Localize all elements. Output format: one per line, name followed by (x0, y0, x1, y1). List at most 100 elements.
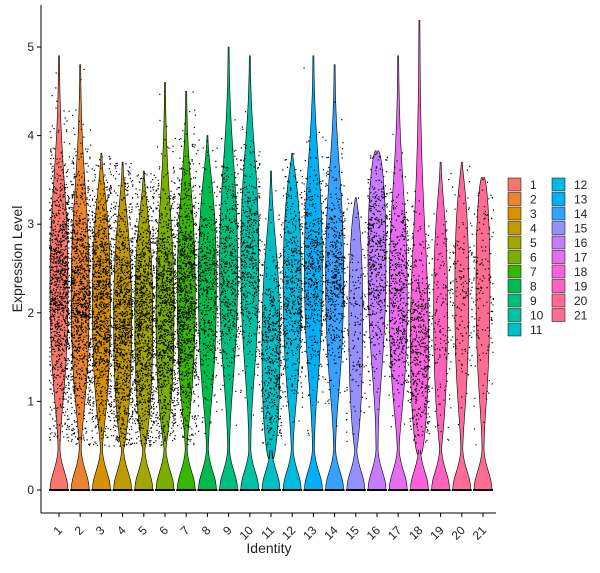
y-tick-label: 3 (27, 217, 34, 231)
legend-label: 8 (530, 280, 537, 294)
violin-3 (92, 153, 111, 491)
jitter-points-16 (367, 153, 389, 410)
x-tick-label: 2 (72, 523, 87, 538)
x-tick-label: 7 (178, 523, 193, 538)
x-tick-label: 19 (427, 523, 447, 543)
legend-item-16: 16 (551, 235, 588, 250)
violin-group-4 (112, 161, 134, 491)
legend-item-20: 20 (551, 293, 588, 308)
violin-group-15 (345, 197, 367, 491)
violin-group-17 (388, 55, 410, 491)
violin-8 (198, 135, 217, 491)
x-tick-label: 18 (406, 523, 426, 543)
violin-group-13 (303, 55, 325, 491)
plot-area (49, 20, 495, 491)
jitter-points-5 (133, 172, 155, 447)
jitter-points-3 (91, 155, 113, 447)
jitter-points-7 (176, 91, 198, 446)
x-axis-ticks: 1 2 3 4 5 6 7 8 9 10 11 12 13 14 15 16 17 18 19 20 21 (50, 513, 489, 543)
legend-item-2: 2 (507, 192, 537, 207)
legend-label: 17 (574, 251, 588, 265)
legend-item-18: 18 (551, 264, 588, 279)
legend-item-21: 21 (551, 308, 588, 323)
legend-swatch (507, 322, 522, 337)
violin-group-16 (367, 150, 389, 491)
violin-16 (367, 150, 387, 491)
x-tick-label: 14 (321, 523, 341, 543)
legend-swatch (507, 221, 522, 235)
legend-item-15: 15 (551, 221, 588, 236)
legend-item-5: 5 (507, 235, 537, 250)
x-tick-label: 6 (156, 523, 171, 538)
legend-swatch (507, 279, 522, 293)
violin-group-1 (49, 55, 71, 491)
legend-item-10: 10 (507, 308, 544, 323)
y-tick-label: 5 (27, 40, 34, 54)
x-tick-label: 5 (135, 523, 150, 538)
y-tick-label: 0 (27, 483, 34, 497)
jitter-points-2 (70, 68, 92, 446)
x-tick-label: 8 (199, 523, 214, 538)
x-tick-label: 3 (93, 523, 108, 538)
legend-swatch (551, 235, 566, 250)
violin-group-14 (324, 64, 346, 491)
legend-label: 7 (530, 265, 537, 279)
legend-swatch (551, 206, 566, 221)
violin-17 (388, 55, 408, 491)
legend-swatch (551, 293, 566, 308)
x-tick-label: 17 (385, 523, 405, 543)
violin-group-18 (409, 20, 431, 491)
x-tick-label: 15 (343, 523, 363, 543)
violin-group-5 (133, 170, 155, 491)
violin-18 (410, 20, 429, 491)
legend-item-17: 17 (551, 250, 588, 265)
legend-item-13: 13 (551, 192, 588, 207)
legend-label: 11 (530, 323, 543, 337)
y-tick-label: 2 (27, 306, 34, 320)
violin-9 (219, 46, 238, 491)
legend-item-9: 9 (507, 293, 537, 308)
violin-group-10 (239, 55, 261, 491)
violin-15 (346, 197, 366, 491)
legend-item-6: 6 (507, 250, 537, 265)
y-tick-label: 4 (27, 129, 34, 143)
legend-item-11: 11 (507, 322, 543, 337)
x-tick-label: 1 (50, 523, 65, 538)
legend-item-1: 1 (507, 177, 537, 192)
legend-label: 1 (530, 178, 537, 192)
y-axis-ticks: 0 1 2 3 4 5 (27, 40, 41, 497)
legend-item-19: 19 (551, 279, 588, 294)
jitter-points-19 (431, 172, 452, 441)
x-tick-label: 21 (470, 523, 490, 543)
legend-item-8: 8 (507, 279, 537, 294)
jitter-points-13 (303, 67, 325, 436)
violin-group-9 (218, 46, 240, 491)
legend-swatch (507, 308, 522, 322)
y-tick-label: 1 (27, 394, 34, 408)
legend-swatch (507, 192, 522, 206)
x-tick-label: 16 (364, 523, 384, 543)
legend-label: 10 (530, 309, 544, 323)
jitter-points-11 (261, 190, 283, 446)
x-axis-title: Identity (246, 540, 291, 556)
violin-group-3 (91, 153, 113, 491)
jitter-points-1 (49, 72, 71, 442)
legend-swatch (551, 264, 566, 279)
violin-1 (49, 55, 69, 491)
legend-swatch (507, 250, 522, 264)
legend-label: 20 (574, 294, 588, 308)
legend-label: 2 (530, 193, 537, 207)
jitter-points-4 (112, 162, 134, 447)
legend-label: 15 (574, 222, 588, 236)
legend-swatch (507, 177, 522, 192)
legend-label: 18 (574, 265, 588, 279)
violin-group-7 (176, 91, 198, 491)
legend-swatch (551, 250, 566, 264)
x-tick-label: 9 (220, 523, 235, 538)
jitter-points-8 (197, 139, 219, 435)
legend-label: 5 (530, 236, 537, 250)
legend-label: 13 (574, 193, 588, 207)
legend-item-4: 4 (507, 221, 537, 236)
